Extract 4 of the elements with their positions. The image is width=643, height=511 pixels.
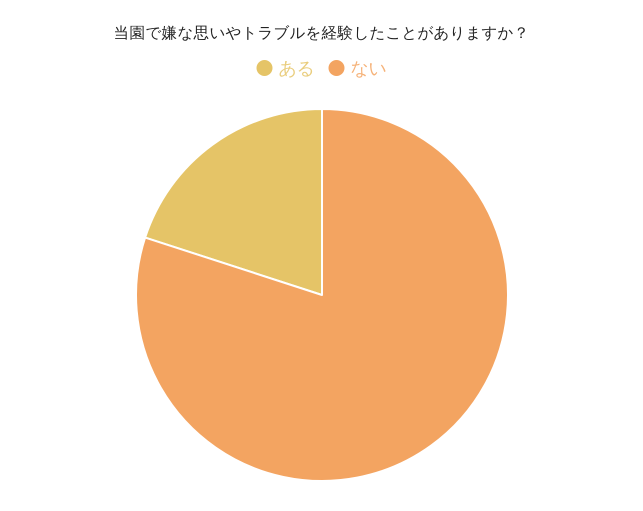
legend-label: ない — [350, 58, 386, 80]
pie-slice — [135, 108, 509, 482]
chart-title: 当園で嫌な思いやトラブルを経験したことがありますか？ — [114, 24, 530, 42]
legend-label: ある — [278, 58, 314, 80]
